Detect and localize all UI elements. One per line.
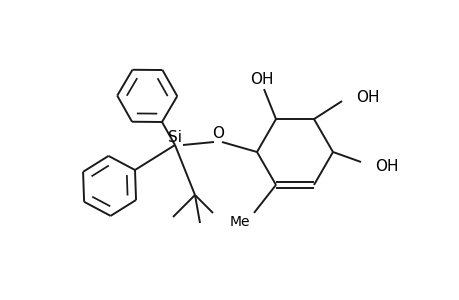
- Text: OH: OH: [250, 72, 273, 87]
- Text: OH: OH: [355, 90, 379, 105]
- Text: O: O: [212, 125, 224, 140]
- Text: Si: Si: [168, 130, 182, 145]
- Text: Me: Me: [229, 215, 250, 229]
- Text: OH: OH: [374, 158, 397, 173]
